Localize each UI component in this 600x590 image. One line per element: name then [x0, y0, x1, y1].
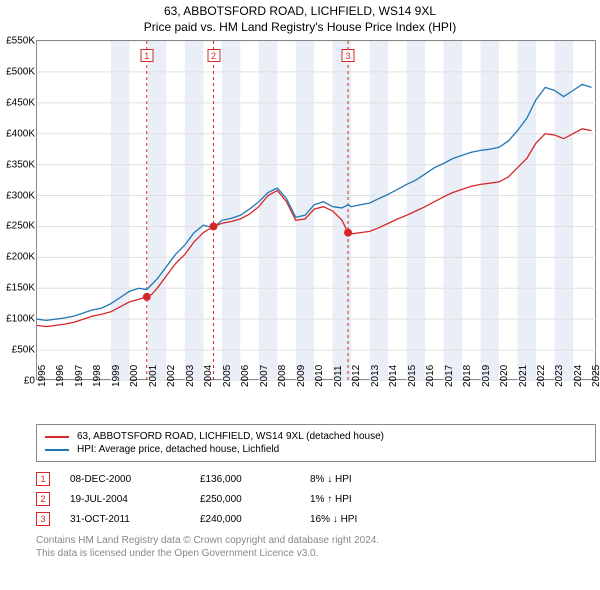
marker-table: 1 08-DEC-2000£136,0008% ↓ HPI 2 19-JUL-2004…: [36, 472, 596, 526]
chart-title-block: 63, ABBOTSFORD ROAD, LICHFIELD, WS14 9XL…: [0, 0, 600, 36]
attribution: Contains HM Land Registry data © Crown c…: [36, 534, 596, 560]
y-axis-label: £200K: [1, 252, 35, 263]
y-axis-label: £450K: [1, 97, 35, 108]
marker-price: £250,000: [200, 494, 310, 505]
marker-badge: 2: [36, 492, 50, 506]
marker-date: 31-OCT-2011: [70, 514, 200, 525]
y-axis-label: £500K: [1, 66, 35, 77]
chart-marker-badge: 1: [140, 49, 153, 62]
y-axis-label: £350K: [1, 159, 35, 170]
chart-container: 63, ABBOTSFORD ROAD, LICHFIELD, WS14 9XL…: [0, 0, 600, 590]
marker-diff: 16% ↓ HPI: [310, 514, 430, 525]
legend-row: 63, ABBOTSFORD ROAD, LICHFIELD, WS14 9XL…: [45, 431, 587, 442]
y-axis-label: £400K: [1, 128, 35, 139]
marker-diff: 8% ↓ HPI: [310, 474, 430, 485]
marker-price: £240,000: [200, 514, 310, 525]
attribution-line1: Contains HM Land Registry data © Crown c…: [36, 534, 596, 547]
y-axis-label: £300K: [1, 190, 35, 201]
marker-row: 3 31-OCT-2011£240,00016% ↓ HPI: [36, 512, 596, 526]
marker-row: 1 08-DEC-2000£136,0008% ↓ HPI: [36, 472, 596, 486]
chart-title-subtitle: Price paid vs. HM Land Registry's House …: [0, 20, 600, 34]
marker-diff: 1% ↑ HPI: [310, 494, 430, 505]
chart-marker-badge: 2: [207, 49, 220, 62]
marker-badge: 1: [36, 472, 50, 486]
chart-marker-badge: 3: [342, 49, 355, 62]
legend-label: HPI: Average price, detached house, Lich…: [77, 444, 279, 455]
y-axis-label: £150K: [1, 283, 35, 294]
marker-price: £136,000: [200, 474, 310, 485]
attribution-line2: This data is licensed under the Open Gov…: [36, 547, 596, 560]
marker-badge: 3: [36, 512, 50, 526]
y-axis-label: £0: [1, 376, 35, 387]
legend-box: 63, ABBOTSFORD ROAD, LICHFIELD, WS14 9XL…: [36, 424, 596, 462]
y-axis-label: £50K: [1, 345, 35, 356]
chart-svg: [37, 41, 597, 381]
y-axis-label: £100K: [1, 314, 35, 325]
y-axis-label: £250K: [1, 221, 35, 232]
legend-swatch: [45, 449, 69, 451]
chart-area: £0£50K£100K£150K£200K£250K£300K£350K£400…: [36, 40, 596, 380]
y-axis-label: £550K: [1, 36, 35, 47]
marker-date: 08-DEC-2000: [70, 474, 200, 485]
marker-date: 19-JUL-2004: [70, 494, 200, 505]
legend-label: 63, ABBOTSFORD ROAD, LICHFIELD, WS14 9XL…: [77, 431, 384, 442]
legend-swatch: [45, 436, 69, 438]
legend-row: HPI: Average price, detached house, Lich…: [45, 444, 587, 455]
marker-row: 2 19-JUL-2004£250,0001% ↑ HPI: [36, 492, 596, 506]
chart-plot: £0£50K£100K£150K£200K£250K£300K£350K£400…: [36, 40, 596, 380]
chart-title-address: 63, ABBOTSFORD ROAD, LICHFIELD, WS14 9XL: [0, 4, 600, 18]
